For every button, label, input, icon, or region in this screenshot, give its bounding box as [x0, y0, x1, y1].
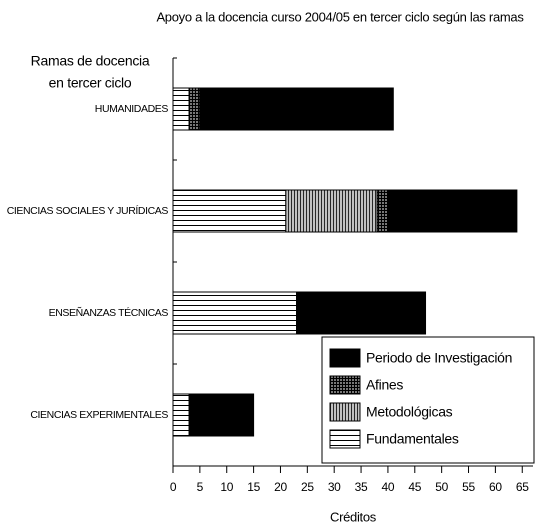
bar-segment — [376, 189, 389, 233]
legend-label: Periodo de Investigación — [366, 350, 512, 366]
chart-title: Apoyo a la docencia curso 2004/05 en ter… — [156, 9, 524, 24]
bar-segment — [188, 393, 255, 437]
bar-segment — [172, 291, 298, 335]
bar-segment — [172, 393, 190, 437]
bar-segment — [172, 87, 190, 131]
y-axis-label: en tercer ciclo — [49, 75, 132, 91]
legend-swatch — [329, 348, 361, 368]
x-tick-label: 50 — [435, 480, 448, 494]
legend-swatch — [329, 429, 361, 449]
legend-label: Metodológicas — [366, 404, 453, 420]
y-tick-label: HUMANIDADES — [95, 103, 169, 115]
x-axis-label: Créditos — [330, 509, 377, 524]
bar-segment — [296, 291, 427, 335]
y-tick-label: CIENCIAS SOCIALES Y JURÍDICAS — [7, 204, 169, 217]
x-tick-label: 20 — [274, 480, 287, 494]
x-tick-label: 60 — [489, 480, 502, 494]
x-tick-label: 55 — [462, 480, 475, 494]
bar-segment — [285, 189, 378, 233]
y-axis-label: Ramas de docencia — [31, 53, 150, 69]
x-tick-label: 5 — [197, 480, 204, 494]
bar-segment — [387, 189, 518, 233]
bar-segment — [199, 87, 394, 131]
x-tick-label: 45 — [408, 480, 421, 494]
x-tick-label: 0 — [170, 480, 177, 494]
legend-swatch — [329, 402, 361, 422]
x-tick-label: 40 — [382, 480, 395, 494]
legend-label: Afines — [366, 377, 403, 393]
legend-label: Fundamentales — [366, 431, 459, 447]
y-tick-label: CIENCIAS EXPERIMENTALES — [30, 409, 168, 421]
y-tick-label: ENSEÑANZAS TÉCNICAS — [49, 306, 169, 319]
bar-segment — [172, 189, 287, 233]
x-tick-label: 35 — [355, 480, 368, 494]
bar-segment — [188, 87, 201, 131]
x-tick-label: 30 — [328, 480, 341, 494]
x-tick-label: 15 — [247, 480, 260, 494]
legend-swatch — [329, 375, 361, 395]
x-tick-label: 25 — [301, 480, 314, 494]
x-tick-label: 65 — [516, 480, 529, 494]
x-tick-label: 10 — [220, 480, 233, 494]
